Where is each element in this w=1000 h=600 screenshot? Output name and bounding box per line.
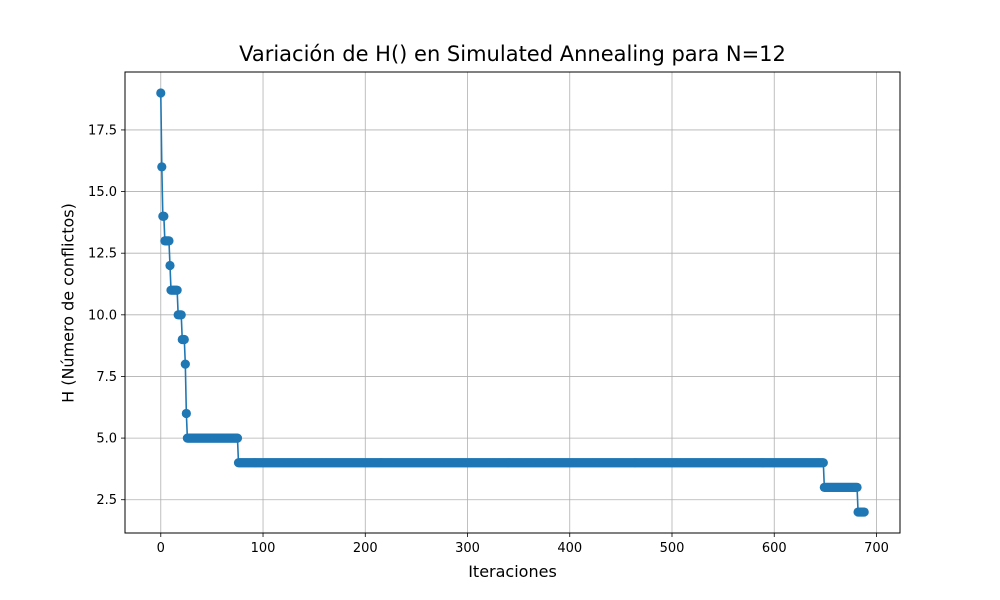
y-axis-label: H (Número de conflictos) [58,203,78,403]
chart-title: Variación de H() en Simulated Annealing … [239,42,786,66]
data-point [156,88,166,98]
data-point [179,334,189,345]
x-tick-label: 500 [660,541,685,556]
y-axis: 2.5 5.0 7.5 10.0 12.5 15.0 17.5 [88,123,125,508]
y-tick-label: 5.0 [96,432,117,447]
data-point [818,458,828,468]
x-tick-label: 200 [353,541,378,556]
y-tick-label: 2.5 [96,493,117,508]
x-tick-label: 300 [455,541,480,556]
x-tick-label: 100 [251,541,276,556]
data-point [176,310,186,320]
x-tick-label: 0 [157,541,165,556]
y-tick-label: 15.0 [88,185,117,200]
x-axis: 0 100 200 300 400 500 600 700 [157,533,889,556]
data-point [172,285,182,295]
x-tick-label: 600 [762,541,787,556]
y-tick-label: 12.5 [88,247,117,262]
x-tick-label: 700 [864,541,889,556]
series-h [156,88,869,517]
data-point [165,260,175,271]
data-point [232,433,243,443]
data-point [859,507,869,517]
y-tick-label: 7.5 [96,370,117,385]
y-tick-label: 17.5 [88,123,117,138]
grid [125,72,900,533]
y-tick-label: 10.0 [88,308,117,323]
data-point [164,236,174,246]
x-axis-label: Iteraciones [468,562,557,581]
series-line [159,92,865,513]
plot-frame [124,71,901,534]
data-point [157,162,167,172]
data-point [181,408,191,419]
data-point [180,359,190,369]
x-tick-label: 400 [557,541,582,556]
data-point [159,211,169,221]
data-point [852,482,862,492]
